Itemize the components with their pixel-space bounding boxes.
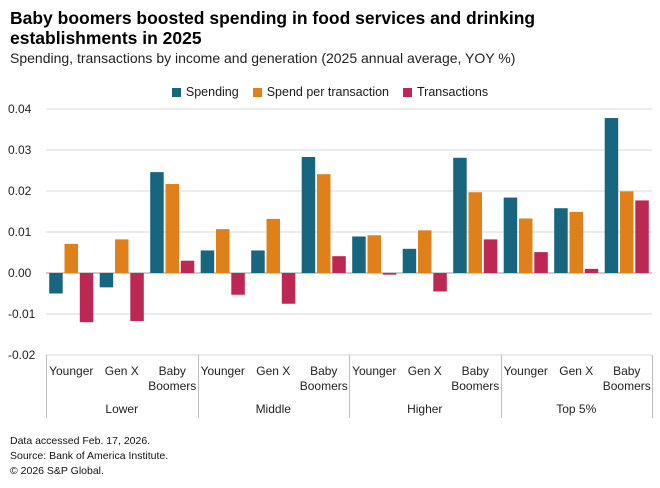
bar-transactions: [635, 200, 649, 273]
x-tick-label: Gen X: [559, 364, 593, 378]
bar-transactions: [231, 273, 245, 295]
y-tick-label: 0.03: [8, 143, 32, 157]
x-tick-label: Baby Boomers: [148, 364, 196, 393]
x-tick-label-line: Younger: [201, 364, 245, 378]
group-label: Top 5%: [556, 402, 596, 416]
bar-spend-per-transaction: [367, 235, 381, 273]
bar-spend-per-transaction: [64, 243, 78, 273]
bar-transactions: [433, 273, 447, 292]
bar-spend-per-transaction: [468, 192, 482, 273]
x-tick-label-line: Baby: [310, 364, 337, 378]
bar-spend-per-transaction: [569, 211, 583, 273]
bar-spend-per-transaction: [115, 239, 129, 273]
bar-chart: 0.04 0.03 0.02 0.01 0.00 -0.01 -0.02 Younger Gen…: [8, 102, 653, 418]
bar-spending: [453, 157, 467, 273]
x-tick-label: Younger: [201, 364, 245, 378]
footer-copyright: © 2026 S&P Global.: [10, 465, 104, 477]
bar-spend-per-transaction: [519, 218, 533, 273]
y-tick-label: -0.02: [8, 348, 36, 362]
y-tick-label: 0.02: [8, 184, 32, 198]
x-tick-label-line: Baby: [613, 364, 640, 378]
x-tick-label: Gen X: [105, 364, 139, 378]
bar-transactions: [332, 256, 346, 273]
y-tick-label: 0.00: [8, 266, 32, 280]
bar-spending: [503, 197, 518, 273]
legend-swatch-spend-per-transaction: [252, 87, 262, 97]
chart-title: Baby boomers boosted spending in food se…: [10, 8, 536, 48]
bar-spending: [402, 248, 417, 273]
bar-spend-per-transaction: [266, 218, 280, 273]
x-tick-label: Gen X: [256, 364, 290, 378]
bar-spending: [200, 250, 215, 273]
legend-item-spend-per-transaction: Spend per transaction: [252, 85, 390, 99]
y-tick-label: 0.01: [8, 225, 32, 239]
footer: Data accessed Feb. 17, 2026. Source: Ban…: [10, 434, 168, 479]
x-tick-label-line: Boomers: [148, 379, 196, 393]
x-tick-label-line: Gen X: [408, 364, 442, 378]
bar-transactions: [584, 268, 599, 273]
x-tick-label-line: Boomers: [451, 379, 499, 393]
bar-spending: [49, 273, 63, 294]
x-tick-label: Gen X: [408, 364, 442, 378]
bar-spend-per-transaction: [418, 230, 432, 273]
bar-transactions: [281, 273, 296, 304]
x-tick-label-line: Baby: [462, 364, 489, 378]
x-tick-label-line: Gen X: [256, 364, 290, 378]
bar-spend-per-transaction: [620, 191, 634, 273]
bar-spend-per-transaction: [165, 184, 179, 273]
chart-subtitle: Spending, transactions by income and gen…: [10, 50, 516, 66]
bar-transactions: [180, 260, 195, 273]
legend-label-spend-per-transaction: Spend per transaction: [266, 85, 390, 99]
y-tick-label: 0.04: [8, 102, 32, 116]
bar-spending: [99, 273, 114, 288]
bar-transactions: [483, 239, 498, 273]
legend-label-spending: Spending: [185, 85, 239, 99]
x-tick-label: Younger: [49, 364, 93, 378]
x-tick-label-line: Younger: [504, 364, 548, 378]
y-tick-label: -0.01: [8, 307, 36, 321]
footer-accessed: Data accessed Feb. 17, 2026.: [10, 435, 151, 447]
group-label: Middle: [256, 402, 292, 416]
x-tick-label-line: Gen X: [105, 364, 139, 378]
x-tick-label: Younger: [352, 364, 396, 378]
bar-transactions: [130, 273, 144, 321]
legend: Spending Spend per transaction Transacti…: [0, 85, 660, 99]
x-tick-label: Baby Boomers: [451, 364, 499, 393]
bar-spending: [554, 208, 568, 273]
x-tick-label-line: Boomers: [300, 379, 348, 393]
x-tick-label: Younger: [504, 364, 548, 378]
legend-item-transactions: Transactions: [403, 85, 488, 99]
legend-swatch-transactions: [403, 87, 413, 97]
x-tick-label-line: Gen X: [559, 364, 593, 378]
legend-swatch-spending: [171, 87, 181, 97]
legend-label-transactions: Transactions: [417, 85, 489, 99]
bar-transactions: [79, 273, 94, 323]
bar-spending: [150, 172, 164, 273]
legend-item-spending: Spending: [171, 85, 239, 99]
bar-transactions: [382, 273, 397, 275]
bar-spending: [301, 156, 316, 273]
x-tick-label-line: Boomers: [603, 379, 651, 393]
x-tick-label: Baby Boomers: [300, 364, 348, 393]
x-tick-label: Baby Boomers: [603, 364, 651, 393]
group-label: Lower: [105, 402, 138, 416]
x-tick-label-line: Baby: [159, 364, 186, 378]
bar-spending: [604, 118, 619, 274]
bar-spending: [251, 250, 265, 273]
group-label: Higher: [407, 402, 442, 416]
bar-spend-per-transaction: [317, 174, 331, 273]
bar-spend-per-transaction: [216, 229, 230, 273]
x-tick-label-line: Younger: [49, 364, 93, 378]
x-tick-label-line: Younger: [352, 364, 396, 378]
footer-source: Source: Bank of America Institute.: [10, 450, 169, 462]
bar-spending: [352, 236, 366, 273]
bar-transactions: [534, 252, 548, 273]
